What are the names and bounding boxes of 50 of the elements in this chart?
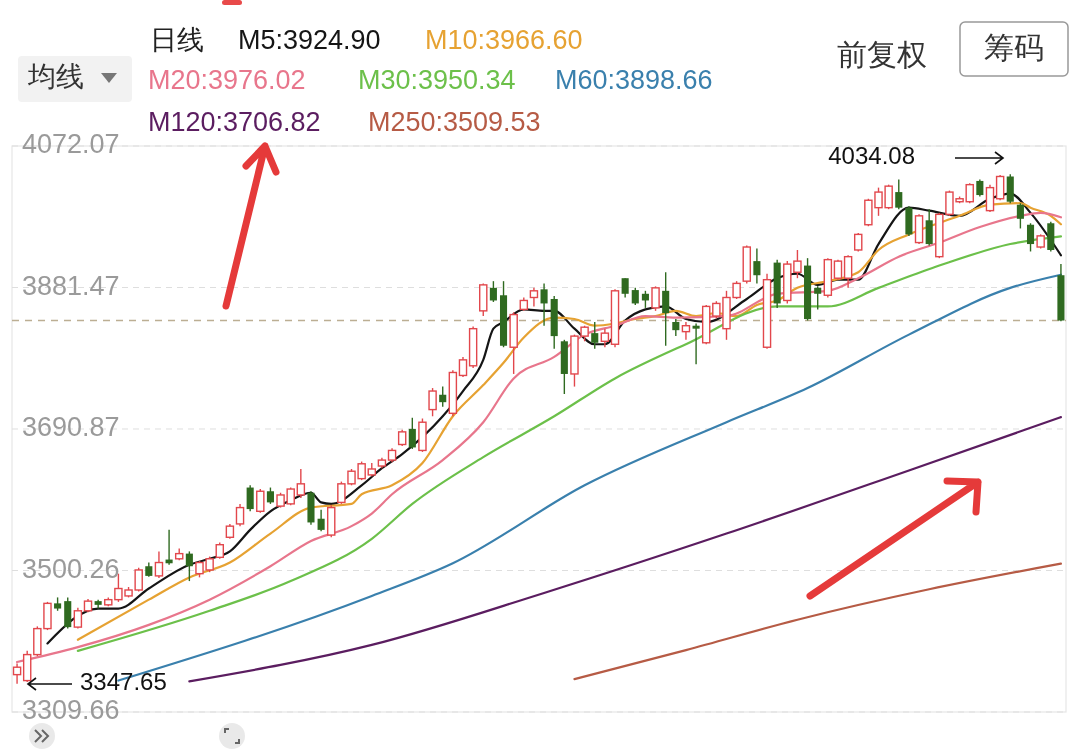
text: M250:3509.53 (368, 107, 541, 138)
annotation: 3347.65 (80, 668, 167, 696)
candlestick (662, 271, 670, 347)
y-tick-label: 3690.87 (22, 412, 120, 443)
candlestick (458, 356, 468, 378)
candlestick (753, 247, 761, 285)
candlestick (1026, 222, 1035, 253)
text: M20:3976.02 (148, 65, 306, 96)
candlestick (985, 183, 995, 213)
candlestick (296, 468, 306, 499)
y-tick-label: 4072.07 (22, 129, 120, 160)
candlestick (814, 285, 822, 311)
candlestick (591, 321, 599, 350)
text: 筹码 (984, 30, 1044, 64)
line-series (188, 416, 1063, 683)
candlestick (428, 387, 437, 417)
candlestick (995, 174, 1005, 201)
candlestick (925, 208, 933, 247)
candlestick (317, 509, 325, 533)
candlestick (73, 607, 83, 630)
candlestick (246, 484, 254, 512)
annotation: 4034.08 (828, 142, 915, 170)
candlestick (651, 285, 660, 312)
candlestick (529, 287, 539, 308)
legend-title: 日线 (150, 25, 204, 56)
candlestick (256, 488, 265, 514)
candlestick (895, 178, 903, 210)
text: 前复权 (837, 37, 927, 71)
candlestick (692, 322, 700, 366)
candlestick (408, 417, 416, 450)
y-tick-label: 3309.66 (22, 695, 120, 726)
candlestick (540, 282, 548, 327)
candlestick (235, 503, 245, 527)
text: M120:3706.82 (148, 107, 321, 138)
candlestick (154, 550, 164, 579)
text: M10:3966.60 (425, 25, 583, 56)
candlestick (439, 385, 447, 408)
text: M30:3950.34 (358, 65, 516, 96)
line-series (573, 562, 1063, 681)
candlestick (185, 550, 193, 582)
candlestick (1016, 202, 1024, 230)
text: M60:3898.66 (555, 65, 713, 96)
candlestick (843, 254, 853, 289)
text: 均线 (27, 61, 84, 93)
candlestick (621, 277, 629, 299)
y-tick-label: 3881.47 (22, 270, 120, 301)
text: M5:3924.90 (238, 25, 381, 56)
y-tick-label: 3500.26 (22, 553, 120, 584)
candlestick (489, 280, 497, 303)
candlestick (600, 327, 610, 348)
